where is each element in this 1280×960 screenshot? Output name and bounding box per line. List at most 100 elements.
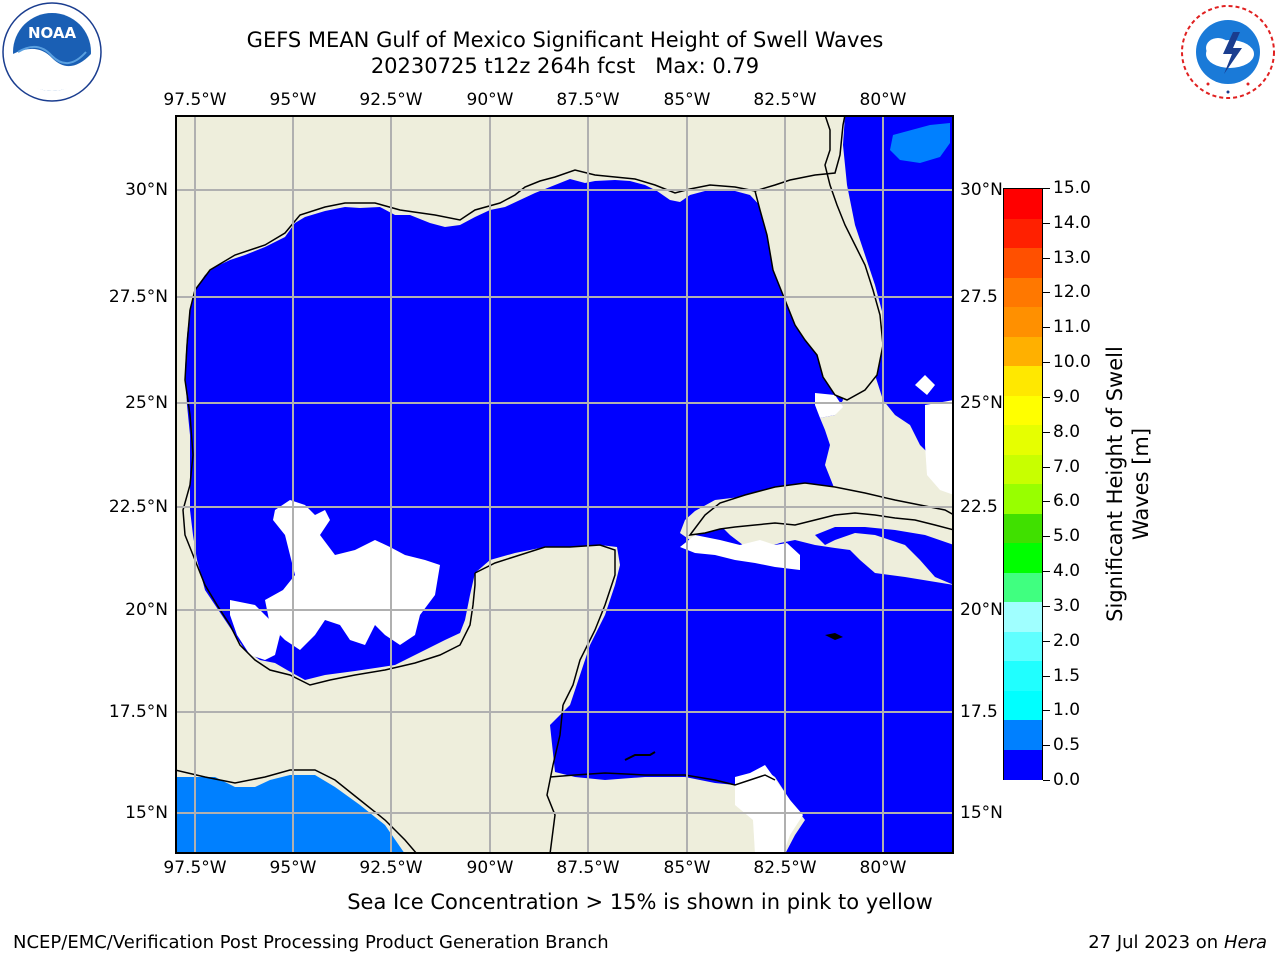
colorbar-tick-label: 1.5: [1053, 665, 1081, 686]
colorbar-tick: [1043, 536, 1050, 538]
producer-credit: NCEP/EMC/Verification Post Processing Pr…: [13, 932, 609, 953]
mexico-coastline: [182, 309, 476, 686]
colorbar-tick: [1043, 292, 1050, 294]
colorbar-bin: [1004, 602, 1042, 632]
colorbar-bin: [1004, 454, 1042, 485]
lat-tick-left: 17.5°N: [108, 702, 168, 722]
lat-tick-left: 20°N: [125, 600, 168, 620]
colorbar-tick: [1043, 675, 1050, 677]
lon-tick-top: 95°W: [269, 90, 317, 110]
lat-tick-right: 30°N: [960, 180, 1003, 200]
colorbar-bin: [1004, 720, 1042, 750]
nodata-patch-east: [925, 400, 954, 495]
nodata-patch-bahamas: [915, 375, 935, 395]
noaa-logo-text: NOAA: [28, 24, 77, 42]
colorbar-bin: [1004, 484, 1042, 514]
lat-tick-right: 25°N: [960, 393, 1003, 413]
nodata-patch-cuba-south: [680, 535, 800, 570]
lon-tick-bottom: 92.5°W: [359, 858, 423, 878]
colorbar-tick: [1043, 257, 1050, 259]
gulf-coastline: [189, 169, 756, 311]
graticule: [175, 115, 954, 854]
colorbar-tick-label: 9.0: [1053, 386, 1081, 407]
colorbar-tick-label: 0.5: [1053, 735, 1081, 756]
gulf-ocean: [185, 179, 954, 854]
lat-tick-right: 17.5: [960, 702, 998, 722]
nodata-patch-keys: [815, 393, 843, 418]
colorbar-tick-label: 13.0: [1053, 247, 1091, 268]
colorbar-bin: [1004, 277, 1042, 308]
caribbean-ocean: [815, 527, 954, 585]
lon-tick-bottom: 82.5°W: [753, 858, 817, 878]
colorbar-bin: [1004, 513, 1042, 544]
yucatan-coast: [474, 544, 616, 706]
colorbar-tick: [1043, 362, 1050, 364]
map-title: GEFS MEAN Gulf of Mexico Significant Hei…: [0, 27, 1130, 79]
cayman-island: [624, 751, 656, 761]
colorbar-label-line-2: Waves [m]: [1129, 427, 1153, 541]
lon-tick-bottom: 95°W: [269, 858, 317, 878]
colorbar-tick: [1043, 501, 1050, 503]
colorbar-tick-label: 8.0: [1053, 421, 1081, 442]
generation-date: 27 Jul 2023 on Hera: [1088, 932, 1267, 953]
colorbar-label: Significant Height of Swell Waves [m]: [1102, 324, 1154, 644]
colorbar-tick: [1043, 188, 1050, 189]
colorbar-tick-label: 2.0: [1053, 630, 1081, 651]
colorbar-tick-label: 3.0: [1053, 595, 1081, 616]
colorbar-bin: [1004, 218, 1042, 249]
lon-tick-top: 90°W: [466, 90, 514, 110]
colorbar-tick: [1043, 396, 1050, 398]
jamaica-land: [825, 633, 843, 640]
nws-logo-icon: [1178, 2, 1278, 102]
colorbar-tick: [1043, 710, 1050, 712]
colorbar-tick-label: 15.0: [1053, 178, 1091, 198]
colorbar-bin: [1004, 631, 1042, 662]
lat-tick-right: 22.5: [960, 497, 998, 517]
gulf-map: [175, 115, 954, 854]
lon-tick-top: 97.5°W: [163, 90, 227, 110]
colorbar-tick: [1043, 571, 1050, 573]
colorbar-tick-label: 12.0: [1053, 282, 1091, 303]
colorbar-bin: [1004, 543, 1042, 573]
colorbar-bin: [1004, 749, 1042, 780]
colorbar-tick-label: 14.0: [1053, 212, 1091, 233]
lat-tick-left: 15°N: [125, 803, 168, 823]
lon-tick-bottom: 80°W: [859, 858, 907, 878]
lat-tick-left: 27.5°N: [108, 287, 168, 307]
lon-tick-top: 85°W: [663, 90, 711, 110]
colorbar-bin: [1004, 189, 1042, 219]
lon-tick-bottom: 90°W: [466, 858, 514, 878]
colorbar-tick: [1043, 640, 1050, 642]
colorbar-bin: [1004, 336, 1042, 367]
lon-tick-bottom: 85°W: [663, 858, 711, 878]
florida-land: [754, 115, 884, 401]
noaa-logo-icon: NOAA: [2, 2, 102, 102]
colorbar-bin: [1004, 366, 1042, 396]
colorbar-tick-label: 7.0: [1053, 456, 1081, 477]
lat-tick-right: 27.5: [960, 287, 998, 307]
lon-tick-top: 80°W: [859, 90, 907, 110]
honduras-coastline: [549, 772, 776, 786]
colorbar-bin: [1004, 425, 1042, 455]
atlantic-ocean: [843, 115, 954, 495]
nodata-patch-bay-campeche: [265, 500, 440, 650]
colorbar-tick-label: 10.0: [1053, 352, 1091, 373]
lat-tick-left: 30°N: [125, 180, 168, 200]
colorbar-tick-label: 11.0: [1053, 317, 1091, 338]
colorbar-bins: [1003, 188, 1043, 780]
host-name: Hera: [1223, 932, 1267, 953]
colorbar-bin: [1004, 248, 1042, 278]
colorbar-tick: [1043, 780, 1050, 781]
central-america-coastline: [546, 704, 564, 854]
lon-tick-bottom: 87.5°W: [556, 858, 620, 878]
lat-tick-right: 20°N: [960, 600, 1003, 620]
colorbar-tick-label: 4.0: [1053, 561, 1081, 582]
swell-patch-pacific: [175, 775, 405, 854]
swell-patch-atlantic: [890, 123, 950, 163]
map-frame: [175, 115, 954, 854]
colorbar-tick: [1043, 605, 1050, 607]
lat-tick-left: 25°N: [125, 393, 168, 413]
colorbar-bin: [1004, 395, 1042, 426]
colorbar-tick-label: 5.0: [1053, 526, 1081, 547]
lon-tick-top: 92.5°W: [359, 90, 423, 110]
